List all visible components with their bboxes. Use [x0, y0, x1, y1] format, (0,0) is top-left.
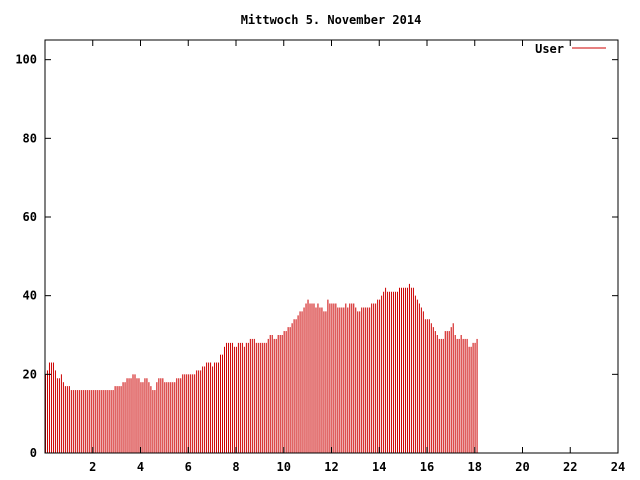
y-tick-label: 0 — [30, 446, 37, 460]
y-tick-label: 60 — [23, 210, 37, 224]
y-tick-label: 100 — [15, 53, 37, 67]
x-tick-label: 22 — [563, 460, 577, 474]
x-tick-label: 8 — [232, 460, 239, 474]
x-tick-label: 16 — [420, 460, 434, 474]
legend: User — [535, 42, 606, 56]
legend-label: User — [535, 42, 564, 56]
x-tick-label: 20 — [515, 460, 529, 474]
x-tick-label: 4 — [137, 460, 144, 474]
x-tick-label: 18 — [468, 460, 482, 474]
x-tick-label: 6 — [185, 460, 192, 474]
x-tick-label: 2 — [89, 460, 96, 474]
y-tick-label: 40 — [23, 289, 37, 303]
x-tick-label: 10 — [277, 460, 291, 474]
y-tick-label: 20 — [23, 367, 37, 381]
x-tick-label: 24 — [611, 460, 625, 474]
x-tick-label: 12 — [324, 460, 338, 474]
y-tick-label: 80 — [23, 131, 37, 145]
x-tick-label: 14 — [372, 460, 386, 474]
bars-layer — [45, 283, 478, 453]
chart-title: Mittwoch 5. November 2014 — [241, 13, 422, 27]
